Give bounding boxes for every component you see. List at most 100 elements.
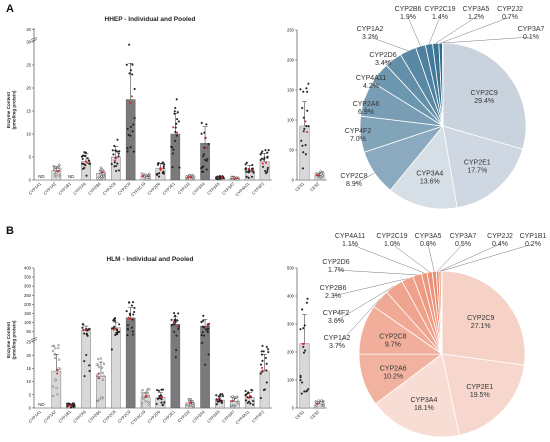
chart-b-y-tick-label: 100 — [24, 320, 32, 325]
chart-b-data-point — [114, 333, 117, 337]
chart-a-pooled-point — [204, 137, 207, 140]
chart-a-data-point — [125, 63, 128, 66]
pie-b-label-cyp3a4: CYP3A4 — [411, 397, 438, 404]
chart-a-pooled-point — [175, 131, 178, 134]
chart-a-data-point — [161, 171, 164, 175]
chart-a-pooled-point — [56, 170, 59, 173]
chart-b-pooled-point — [82, 329, 85, 332]
chart-b-pooled-point — [56, 368, 59, 371]
pie-a-label-cyp2c8: CYP2C8 — [340, 173, 367, 180]
chart-a-x-label: CYP2E1 — [161, 181, 176, 196]
chart-b-y-tick-label: 10 — [26, 379, 31, 384]
chart-a-x-label: CYP2J2 — [177, 181, 192, 196]
chart-b-data-point — [55, 387, 58, 390]
chart-a-data-point — [173, 112, 176, 115]
chart-a-data-point — [88, 162, 91, 166]
chart-a-y-tick-label: 40 — [26, 27, 31, 32]
chart-b-nd-label: ND — [38, 402, 45, 407]
chart-b-data-point — [97, 366, 100, 369]
chart-b-data-point — [175, 349, 178, 352]
chart-a-ces-data-point — [314, 172, 317, 175]
chart-b-data-point — [85, 332, 88, 335]
chart-b-pooled-point — [172, 321, 175, 324]
chart-a-y-tick-label: 25 — [26, 63, 31, 68]
chart-a-ces-data-point — [302, 90, 305, 93]
chart-a-data-point — [203, 158, 206, 161]
chart-a-data-point — [163, 163, 166, 166]
chart-a-data-point — [103, 176, 106, 179]
chart-a-data-point — [218, 174, 221, 178]
chart-b-x-label: CYP2B6 — [87, 409, 102, 424]
chart-b-ces-data-point — [320, 399, 323, 402]
chart-a-data-point — [205, 123, 208, 126]
pie-a-label-cyp3a4: CYP3A4 — [416, 171, 443, 178]
chart-b-data-point — [130, 326, 134, 329]
chart-b-data-point — [170, 324, 173, 327]
chart-a-ces-data-point — [301, 144, 304, 147]
chart-b-pooled-point — [217, 398, 220, 401]
chart-b-data-point — [144, 400, 147, 403]
chart-a-data-point — [57, 166, 61, 169]
chart-b-data-point — [101, 371, 104, 374]
chart-b-pooled-point — [260, 366, 263, 369]
chart-b-data-point — [83, 332, 86, 335]
chart-b-data-point — [86, 334, 89, 337]
pie-a-label-cyp2e1: CYP2E1 — [464, 159, 491, 166]
pie-b-slice-cyp2e1 — [441, 353, 525, 436]
chart-a-y-tick-label: 5 — [29, 155, 32, 160]
chart-b-pooled-point — [160, 395, 163, 398]
chart-a-data-point — [55, 171, 58, 174]
chart-b-data-point — [53, 352, 56, 355]
chart-a-data-point — [174, 126, 177, 129]
chart-b-data-point — [252, 403, 255, 406]
chart-a-pooled-point — [250, 169, 253, 172]
chart-b-data-point — [173, 314, 177, 317]
chart-a-data-point — [174, 130, 177, 133]
chart-a-ces-y-tick-label: 50 — [289, 148, 294, 153]
pie-a-slice-cyp2c9 — [442, 42, 527, 150]
chart-b-pooled-point — [56, 372, 59, 375]
chart-b-data-point — [244, 399, 247, 402]
chart-b-data-point — [259, 363, 263, 366]
chart-a-data-point — [260, 157, 264, 160]
chart-b-data-point — [83, 375, 86, 378]
chart-b-data-point — [57, 347, 60, 350]
chart-b-data-point — [54, 356, 57, 360]
chart-b-ces-data-point — [307, 388, 310, 391]
pie-a-value-cyp1a2: 3.2% — [362, 34, 378, 41]
chart-a-data-point — [176, 111, 179, 114]
chart-b-data-point — [259, 372, 262, 375]
chart-a-ces-pooled-point — [306, 131, 309, 134]
pie-b-leader-line — [335, 286, 395, 322]
chart-b-data-point — [52, 394, 55, 398]
chart-a-data-point — [102, 170, 106, 173]
pie-a-leader-line — [428, 16, 441, 45]
chart-b-data-point — [201, 331, 204, 334]
chart-b-data-point — [232, 396, 235, 400]
chart-b-y-tick-label: 5 — [29, 392, 32, 397]
chart-b-data-point — [174, 318, 177, 321]
chart-b-data-point — [126, 324, 129, 327]
chart-b-data-point — [66, 402, 69, 405]
chart-b-ces-data-point — [305, 301, 308, 304]
chart-a-data-point — [248, 169, 251, 172]
chart-a-pooled-point — [261, 162, 264, 165]
chart-b-data-point — [173, 322, 176, 325]
chart-a-ces-x-label: CES1 — [294, 181, 306, 193]
chart-b-data-point — [177, 312, 180, 315]
chart-a-data-point — [214, 176, 218, 179]
pie-b-label-cyp2j2: CYP2J2 — [487, 233, 513, 240]
chart-b-data-point — [244, 394, 247, 397]
chart-b-data-point — [265, 369, 268, 372]
chart-b-data-point — [140, 401, 144, 404]
chart-a-ces-bar-ces1 — [299, 125, 310, 181]
chart-b-y-tick-label: 20 — [26, 353, 31, 358]
chart-a-ces-data-point — [304, 143, 307, 147]
chart-b-data-point — [83, 360, 86, 363]
chart-b-ces-data-point — [301, 308, 304, 311]
chart-a-data-point — [261, 150, 264, 153]
chart-a-ces-y-tick-label: 150 — [287, 88, 295, 93]
chart-b-pooled-point — [127, 316, 130, 319]
pie-b-value-cyp2c9: 27.1% — [471, 323, 491, 330]
chart-b-ces-pooled-point — [316, 402, 319, 405]
